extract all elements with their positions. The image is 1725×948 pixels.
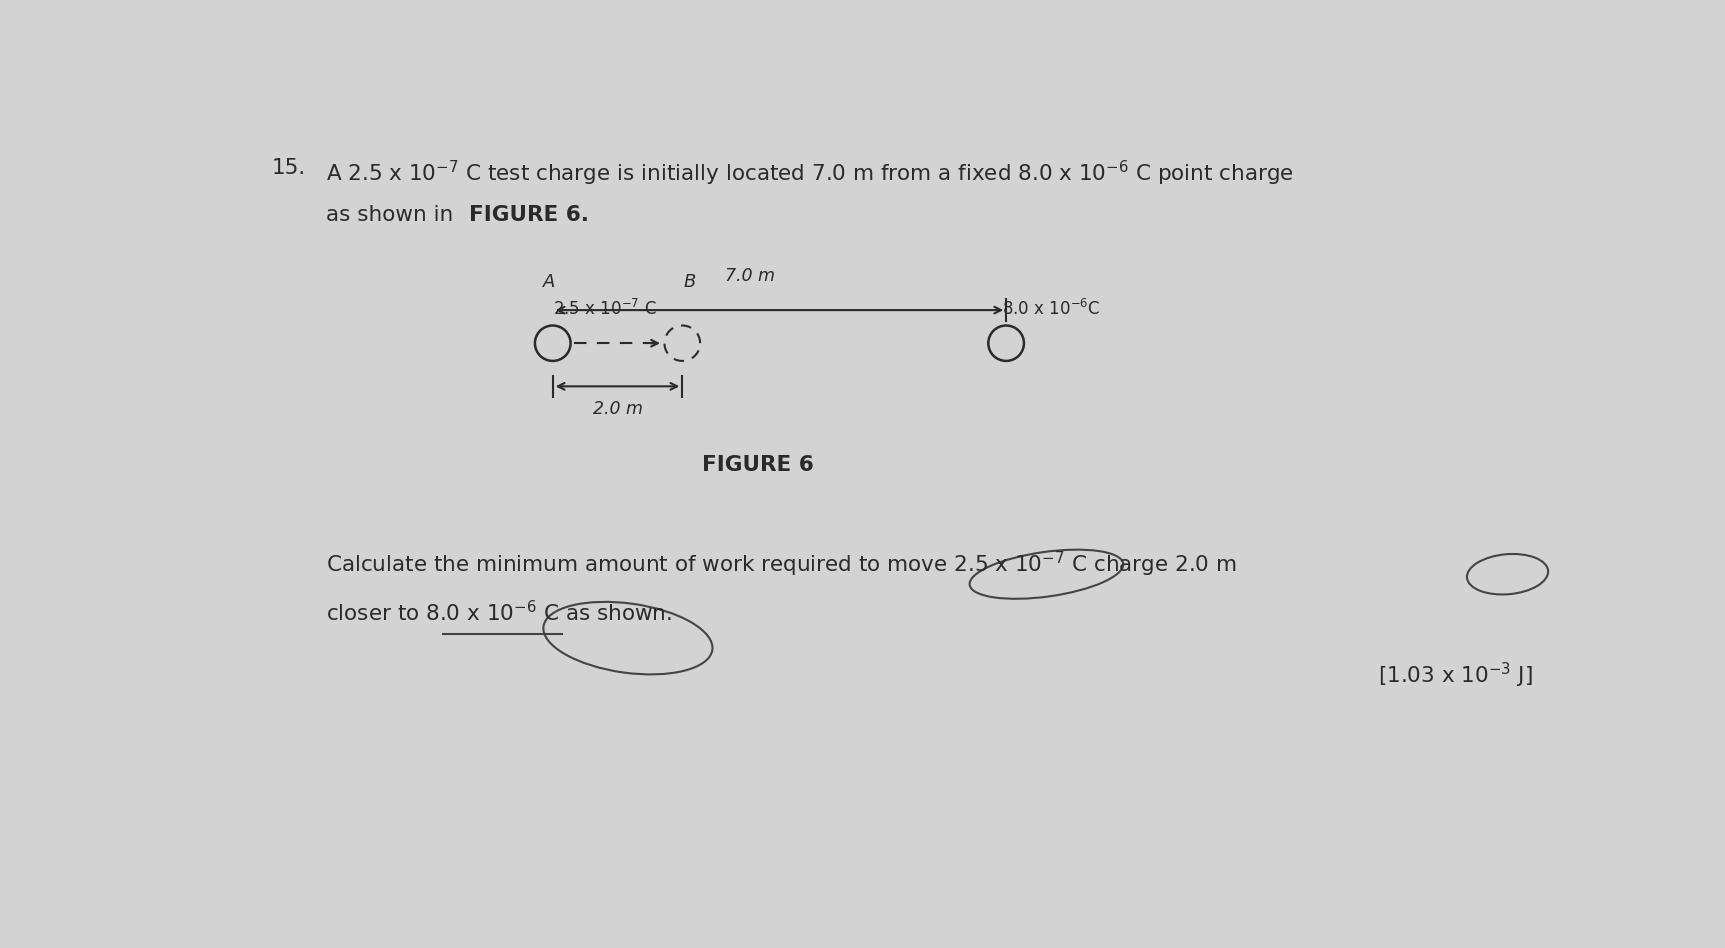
Text: A 2.5 x 10$^{-7}$ C test charge is initially located 7.0 m from a fixed 8.0 x 10: A 2.5 x 10$^{-7}$ C test charge is initi… <box>326 158 1294 188</box>
Text: FIGURE 6.: FIGURE 6. <box>469 205 588 225</box>
Text: 2.0 m: 2.0 m <box>593 400 642 418</box>
Text: [1.03 x 10$^{-3}$ J]: [1.03 x 10$^{-3}$ J] <box>1378 661 1534 689</box>
Text: 15.: 15. <box>271 158 305 178</box>
Text: B: B <box>683 273 697 291</box>
Text: 2.5 x 10$^{-7}$ C: 2.5 x 10$^{-7}$ C <box>552 300 657 319</box>
Text: as shown in: as shown in <box>326 205 461 225</box>
Text: A: A <box>543 273 555 291</box>
Text: 7.0 m: 7.0 m <box>724 267 775 285</box>
Text: FIGURE 6: FIGURE 6 <box>702 455 814 475</box>
Text: Calculate the minimum amount of work required to move 2.5 x 10$^{-7}$ C charge 2: Calculate the minimum amount of work req… <box>326 550 1237 579</box>
Text: closer to 8.0 x 10$^{-6}$ C as shown.: closer to 8.0 x 10$^{-6}$ C as shown. <box>326 600 671 625</box>
Text: 8.0 x 10$^{-6}$C: 8.0 x 10$^{-6}$C <box>1002 300 1101 319</box>
